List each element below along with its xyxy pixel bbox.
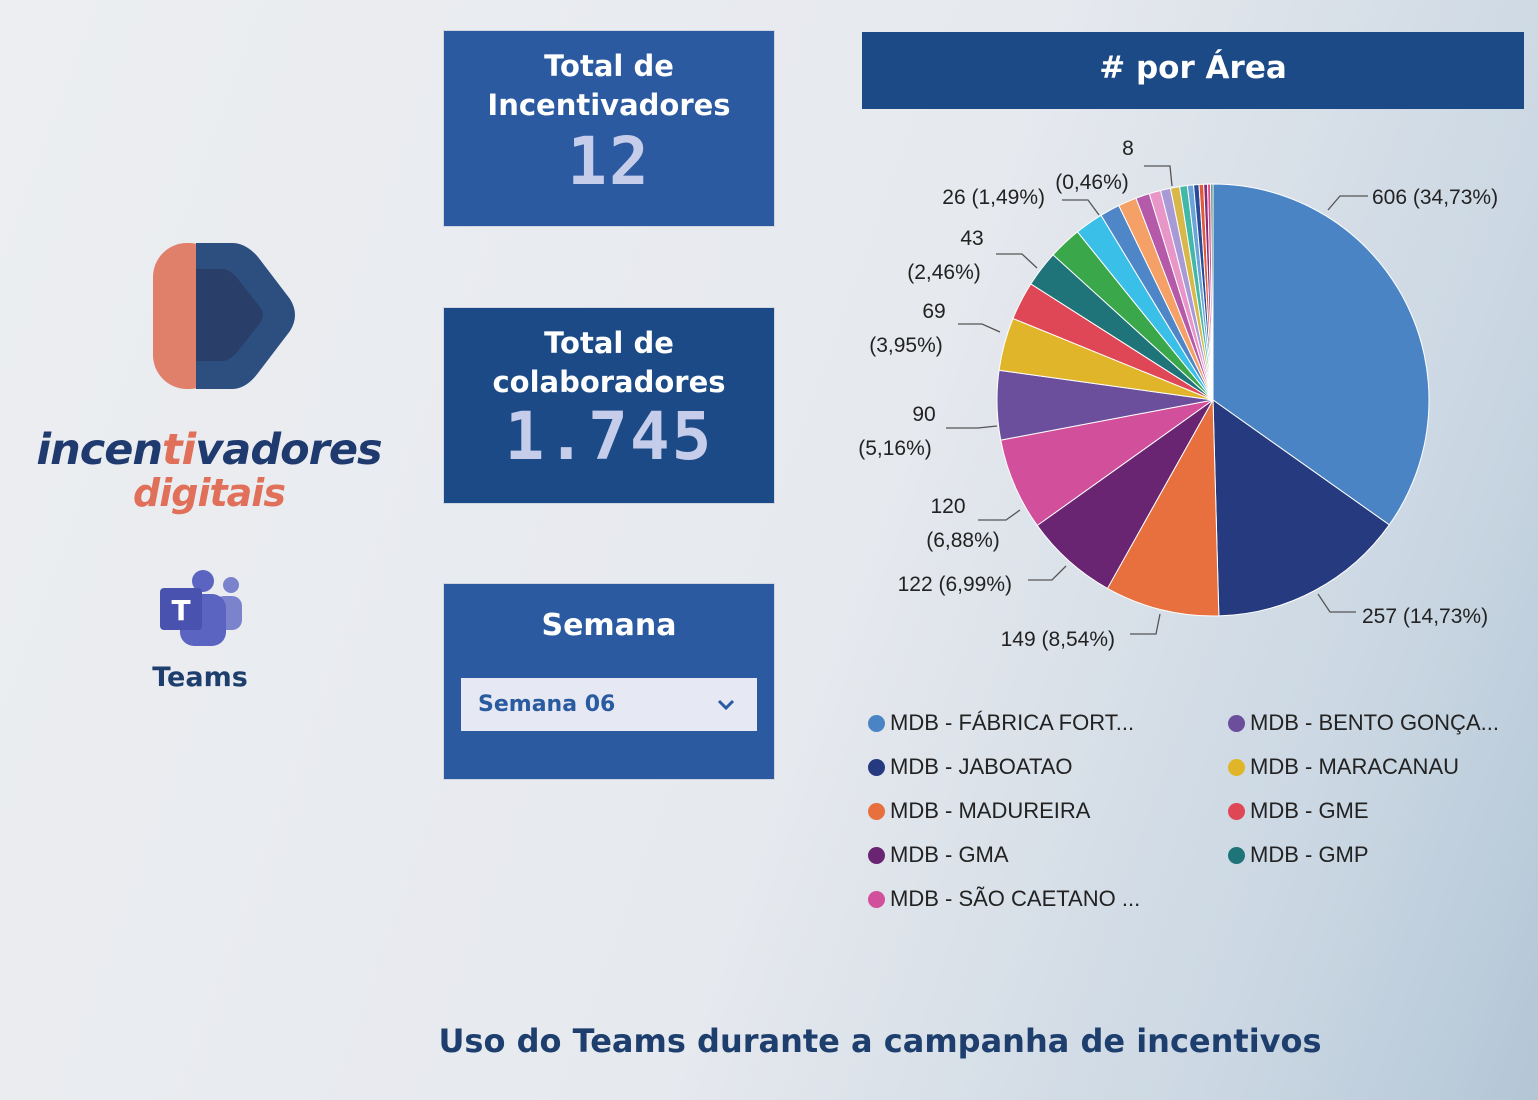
legend-label: MDB - GME	[1250, 798, 1369, 823]
legend-label: MDB - SÃO CAETANO ...	[890, 886, 1141, 911]
logo-mark-icon	[153, 243, 295, 389]
kpi-value-colaboradores: 1.745	[504, 398, 714, 475]
data-label: 122 (6,99%)	[898, 573, 1012, 596]
card-title-line2: colaboradores	[492, 365, 726, 399]
legend-swatch	[868, 890, 885, 908]
card-semana-slicer: Semana Semana 06	[444, 584, 774, 779]
legend-item[interactable]: MDB - MARACANAU	[1228, 754, 1459, 780]
legend-item[interactable]: MDB - JABOATAO	[868, 754, 1073, 780]
legend-swatch	[1228, 802, 1245, 820]
data-label: 606 (34,73%)	[1372, 186, 1498, 209]
legend-label: MDB - FÁBRICA FORT...	[890, 710, 1135, 735]
legend-swatch	[1228, 846, 1245, 864]
legend-item[interactable]: MDB - MADUREIRA	[868, 798, 1090, 824]
semana-selected-value: Semana 06	[478, 692, 616, 717]
data-label: 90	[912, 403, 935, 426]
card-title: Total de Incentivadores	[444, 31, 774, 125]
footer-caption: Uso do Teams durante a campanha de incen…	[438, 1022, 1322, 1060]
pie-slice[interactable]	[1106, 398, 1220, 617]
microsoft-teams-icon[interactable]: T	[158, 568, 244, 648]
data-label: 149 (8,54%)	[1001, 628, 1115, 651]
legend-item[interactable]: MDB - FÁBRICA FORT...	[868, 710, 1134, 736]
legend-swatch	[868, 802, 885, 820]
legend-swatch	[868, 714, 885, 732]
legend-item[interactable]: MDB - GMP	[1228, 842, 1369, 868]
card-title: Total de colaboradores	[444, 308, 774, 402]
pie-slice[interactable]	[1212, 399, 1390, 617]
data-label: 120	[930, 495, 965, 518]
legend-label: MDB - GMP	[1250, 842, 1369, 867]
data-label: 8	[1122, 137, 1134, 160]
data-label: (2,46%)	[907, 261, 981, 284]
data-label: 69	[922, 300, 945, 323]
pie-slice[interactable]	[1210, 183, 1214, 401]
leader-line	[1130, 613, 1161, 635]
card-title-line1: Total de	[544, 326, 674, 360]
teams-label: Teams	[152, 662, 248, 693]
leader-line	[978, 509, 1021, 521]
leader-line	[1327, 195, 1368, 211]
leader-line	[1062, 199, 1100, 216]
legend-item[interactable]: MDB - BENTO GONÇA...	[1228, 710, 1499, 736]
pie-slice[interactable]	[1212, 183, 1430, 526]
semana-dropdown[interactable]: Semana 06	[461, 678, 757, 731]
data-label: (5,16%)	[858, 437, 932, 460]
leader-line	[958, 323, 1001, 333]
legend-label: MDB - BENTO GONÇA...	[1250, 710, 1499, 735]
leader-line	[946, 425, 998, 429]
legend-label: MDB - GMA	[890, 842, 1009, 867]
legend-swatch	[1228, 758, 1245, 776]
legend-item[interactable]: MDB - GME	[1228, 798, 1369, 824]
legend-item[interactable]: MDB - SÃO CAETANO ...	[868, 886, 1140, 912]
leader-line	[1317, 593, 1356, 613]
leader-line	[1144, 165, 1173, 187]
logo-wordmark-incentivadores: incentivadores	[36, 425, 382, 475]
chevron-down-icon	[717, 699, 735, 710]
card-title-line1: Total de	[544, 49, 674, 83]
data-label: (6,88%)	[926, 529, 1000, 552]
chart-legend: MDB - FÁBRICA FORT... MDB - BENTO GONÇA..…	[868, 710, 1528, 930]
data-label: 26 (1,49%)	[942, 186, 1045, 209]
chart-title: # por Área	[862, 32, 1524, 109]
data-label: 43	[960, 227, 983, 250]
legend-item[interactable]: MDB - GMA	[868, 842, 1009, 868]
pie-chart: 606 (34,73%) 257 (14,73%) 149 (8,54%) 122 (…	[858, 137, 1498, 651]
card-title-line2: Incentivadores	[487, 88, 731, 122]
legend-swatch	[868, 758, 885, 776]
kpi-value-incentivadores: 12	[567, 123, 651, 200]
leader-line	[996, 253, 1038, 269]
legend-label: MDB - MARACANAU	[1250, 754, 1460, 779]
data-label: 257 (14,73%)	[1362, 605, 1488, 628]
slicer-title: Semana	[541, 608, 677, 643]
card-total-colaboradores: Total de colaboradores 1.745	[444, 308, 774, 503]
card-total-incentivadores: Total de Incentivadores 12	[444, 31, 774, 226]
legend-swatch	[868, 846, 885, 864]
legend-label: MDB - JABOATAO	[890, 754, 1073, 779]
legend-swatch	[1228, 714, 1245, 732]
data-label: (3,95%)	[869, 334, 943, 357]
svg-text:T: T	[171, 594, 190, 627]
data-label: (0,46%)	[1055, 171, 1129, 194]
logo-wordmark-digitais: digitais	[133, 471, 286, 515]
leader-line	[1028, 565, 1067, 581]
legend-label: MDB - MADUREIRA	[890, 798, 1091, 823]
